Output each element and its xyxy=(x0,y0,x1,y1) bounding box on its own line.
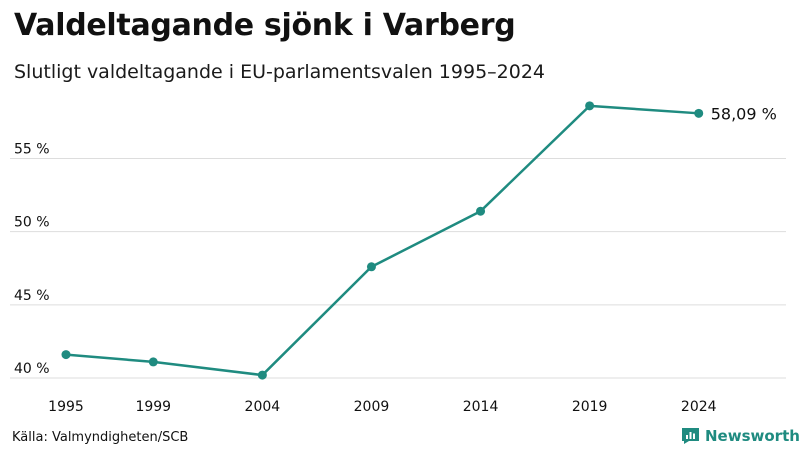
data-point xyxy=(476,206,486,216)
x-tick-label: 1995 xyxy=(48,399,84,415)
series-line xyxy=(65,104,699,377)
brand-name: Newsworthy xyxy=(705,426,800,445)
newsworthy-icon xyxy=(682,428,699,444)
x-tick-label: 2024 xyxy=(681,399,717,415)
end-value-label: 58,09 % xyxy=(711,104,777,123)
chart-subtitle: Slutligt valdeltagande i EU-parlamentsva… xyxy=(14,61,546,83)
y-tick-label: 50 % xyxy=(14,215,50,231)
data-point xyxy=(148,357,158,367)
y-tick-label: 45 % xyxy=(14,288,50,304)
chart-title: Valdeltagande sjönk i Varberg xyxy=(14,8,516,43)
brand-logo: Newsworthy xyxy=(681,426,800,445)
data-point xyxy=(585,101,595,111)
x-tick-label: 2004 xyxy=(245,399,281,415)
data-point xyxy=(61,350,71,360)
y-tick-label: 55 % xyxy=(14,142,50,158)
source-note: Källa: Valmyndigheten/SCB xyxy=(12,430,189,445)
data-point xyxy=(366,262,376,272)
x-tick-label: 1999 xyxy=(135,399,171,415)
data-point xyxy=(694,108,704,118)
x-tick-label: 2014 xyxy=(463,399,499,415)
x-tick-label: 2019 xyxy=(572,399,608,415)
x-tick-label: 2009 xyxy=(354,399,390,415)
data-point xyxy=(257,370,267,380)
y-tick-label: 40 % xyxy=(14,361,50,377)
